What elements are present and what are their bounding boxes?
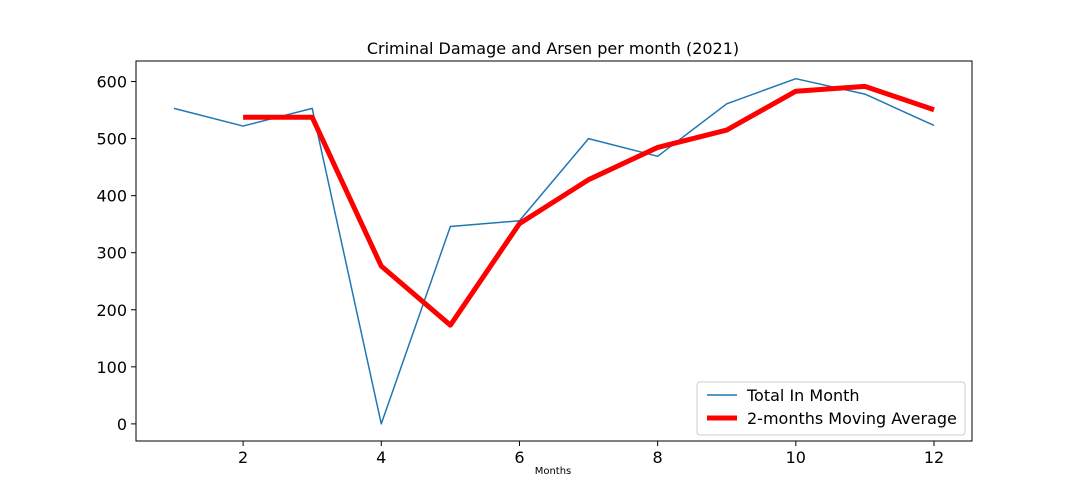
x-tick-label-2: 2	[238, 448, 248, 467]
x-tick-label-8: 8	[653, 448, 663, 467]
y-tick-label-0: 0	[117, 415, 127, 434]
legend-label-moving-average: 2-months Moving Average	[747, 409, 957, 428]
x-tick-label-12: 12	[924, 448, 944, 467]
series-line-2-months-moving-average	[243, 83, 935, 328]
x-tick-label-6: 6	[514, 448, 524, 467]
axes-frame	[135, 60, 973, 442]
y-tick-label-400: 400	[96, 187, 127, 206]
y-tick-label-200: 200	[96, 301, 127, 320]
y-tick-label-300: 300	[96, 244, 127, 263]
legend-box	[696, 381, 966, 436]
x-tick-label-10: 10	[786, 448, 806, 467]
legend: Total In Month 2-months Moving Average	[696, 381, 966, 436]
legend-label-total-in-month: Total In Month	[746, 386, 860, 405]
y-tick-label-600: 600	[96, 73, 127, 92]
series-line-total-in-month	[173, 77, 935, 425]
y-tick-label-100: 100	[96, 358, 127, 377]
chart-title: Criminal Damage and Arsen per month (202…	[367, 39, 739, 58]
x-tick-label-4: 4	[376, 448, 386, 467]
y-tick-label-500: 500	[96, 130, 127, 149]
x-axis-label: Months	[535, 466, 572, 477]
plot-area	[173, 77, 935, 425]
